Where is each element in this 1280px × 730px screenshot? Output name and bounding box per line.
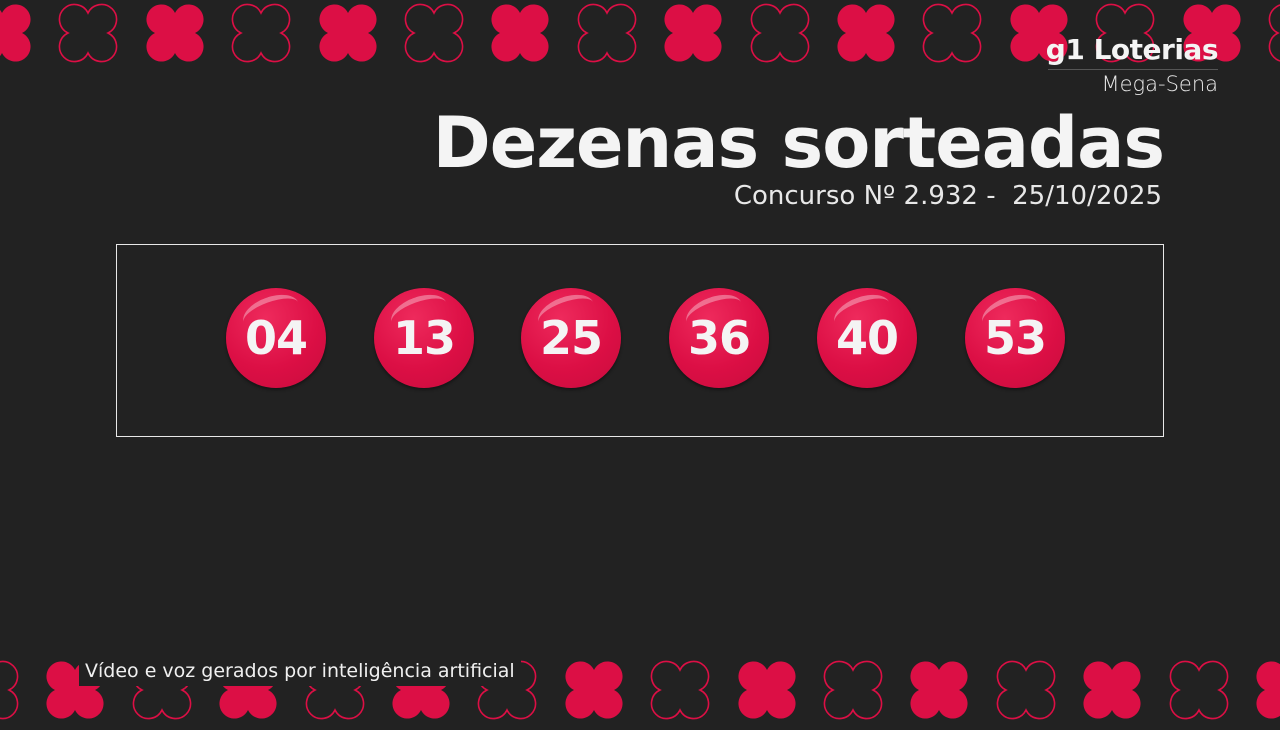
clover-icon	[564, 660, 624, 720]
clover-icon	[823, 660, 883, 720]
ball-number: 04	[244, 311, 308, 365]
clover-icon	[1182, 3, 1242, 63]
number-ball: 04	[226, 288, 326, 388]
clover-icon	[404, 3, 464, 63]
numbers-box	[116, 244, 1164, 437]
clover-icon	[909, 660, 969, 720]
clover-icon	[0, 660, 19, 720]
brand-logo: g1 Loterias Mega-Sena	[1045, 33, 1219, 97]
ai-disclaimer-caption: Vídeo e voz gerados por inteligência art…	[79, 656, 521, 686]
clover-icon	[490, 3, 550, 63]
clover-icon	[0, 3, 32, 63]
clover-icon	[1255, 660, 1280, 720]
clover-icon	[1082, 660, 1142, 720]
clover-icon	[663, 3, 723, 63]
logo-divider	[1048, 69, 1218, 70]
logo-text: g1 Loterias	[1045, 33, 1219, 66]
clover-icon	[1095, 3, 1155, 63]
clover-icon	[58, 3, 118, 63]
clover-icon	[996, 660, 1056, 720]
clover-icon	[836, 3, 896, 63]
clover-icon	[318, 3, 378, 63]
game-name: Mega-Sena	[1101, 72, 1218, 96]
ball-number: 53	[983, 311, 1047, 365]
clover-icon	[145, 3, 205, 63]
clover-icon	[1009, 3, 1069, 63]
clover-icon	[1268, 3, 1280, 63]
clover-icon	[750, 3, 810, 63]
number-ball: 25	[521, 288, 621, 388]
number-ball: 40	[817, 288, 917, 388]
clover-icon	[231, 3, 291, 63]
clover-icon	[1169, 660, 1229, 720]
clover-icon	[737, 660, 797, 720]
page-title: Dezenas sorteadas	[432, 102, 1165, 184]
ball-number: 36	[687, 311, 751, 365]
ball-number: 40	[835, 311, 899, 365]
number-ball: 53	[965, 288, 1065, 388]
clover-icon	[650, 660, 710, 720]
clover-icon	[922, 3, 982, 63]
ball-number: 25	[539, 311, 603, 365]
number-ball: 13	[374, 288, 474, 388]
ball-number: 13	[392, 311, 456, 365]
clover-icon	[577, 3, 637, 63]
number-ball: 36	[669, 288, 769, 388]
draw-info: Concurso Nº 2.932 - 25/10/2025	[733, 181, 1162, 211]
clover-border-top	[0, 3, 1280, 73]
